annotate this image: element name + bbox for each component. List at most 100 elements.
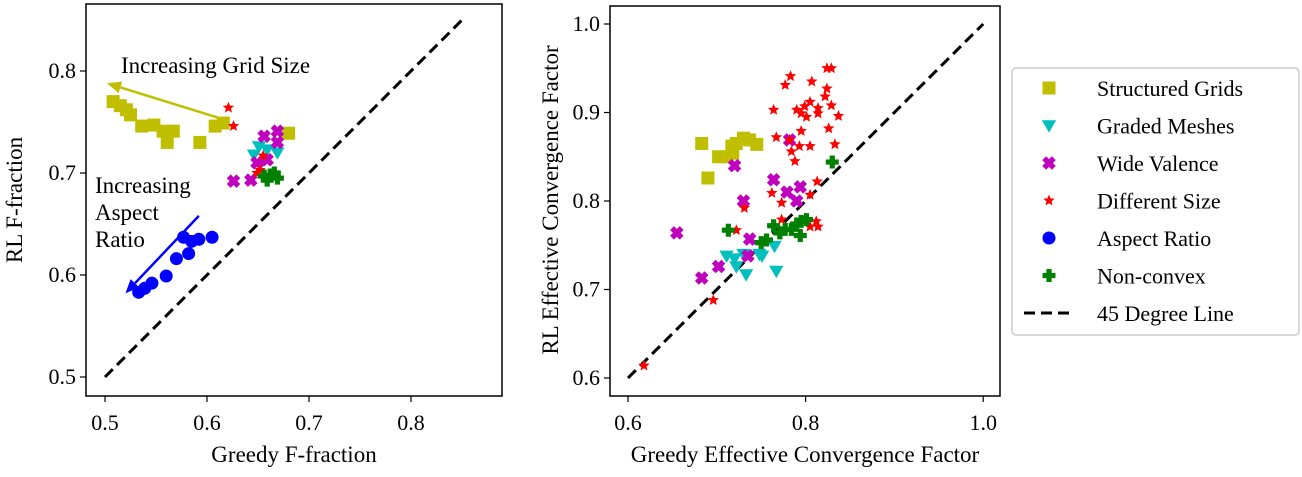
- legend-marker: [1042, 81, 1056, 95]
- data-point: [670, 226, 684, 240]
- data-point: [741, 249, 755, 263]
- y-tick-label: 0.8: [49, 58, 77, 83]
- data-point: [135, 119, 149, 133]
- data-point: [804, 188, 816, 200]
- y-tick-label: 1.0: [573, 11, 601, 36]
- data-point: [760, 233, 774, 247]
- data-point: [793, 140, 806, 151]
- legend-item-wide-valence: Wide Valence: [1042, 151, 1218, 176]
- annotation-arrow-head: [107, 81, 123, 94]
- x-tick-label: 1.0: [969, 410, 997, 435]
- data-point: [821, 82, 833, 94]
- data-point: [784, 222, 798, 236]
- data-point: [182, 247, 196, 261]
- legend-marker: [1042, 231, 1056, 245]
- series-different-size: [638, 62, 845, 371]
- x-axis-label: Greedy F-fraction: [211, 442, 377, 467]
- y-tick-label: 0.8: [573, 188, 601, 213]
- series-non-convex: [257, 166, 284, 187]
- legend-label: Non-convex: [1097, 264, 1206, 289]
- legend-marker: [1042, 156, 1056, 170]
- y-tick-label: 0.7: [49, 160, 77, 185]
- data-point: [257, 129, 271, 144]
- y-tick-label: 0.6: [573, 365, 601, 390]
- data-point: [738, 269, 754, 282]
- data-point: [766, 173, 781, 187]
- series-non-convex: [721, 155, 839, 250]
- data-point: [694, 271, 709, 285]
- data-point: [799, 100, 811, 112]
- x-tick-label: 0.7: [295, 410, 323, 435]
- axes-frame: [85, 3, 503, 397]
- data-point: [754, 250, 770, 264]
- legend-marker: [1041, 120, 1057, 133]
- data-point: [767, 103, 780, 115]
- data-point: [227, 120, 240, 131]
- data-point: [205, 230, 219, 244]
- data-point: [263, 168, 277, 182]
- data-point: [270, 135, 285, 150]
- data-point: [226, 174, 241, 188]
- data-point: [819, 90, 831, 102]
- data-point: [832, 110, 845, 121]
- data-point: [160, 135, 174, 149]
- legend-label: Structured Grids: [1097, 76, 1243, 101]
- data-point: [159, 269, 173, 283]
- data-point: [169, 252, 183, 266]
- x-axis-label: Greedy Effective Convergence Factor: [631, 442, 980, 467]
- annotation-aspect-ratio: Increasing: [95, 173, 191, 198]
- data-point: [811, 175, 823, 187]
- annotation-aspect-ratio: Ratio: [95, 227, 145, 252]
- data-point: [742, 232, 757, 246]
- data-point: [754, 236, 768, 250]
- annotation-aspect-ratio: Aspect: [95, 200, 159, 225]
- data-point: [145, 276, 159, 290]
- data-point: [736, 194, 751, 208]
- reference-line-45-degree: [626, 22, 985, 380]
- data-point: [727, 253, 742, 266]
- data-point: [727, 158, 742, 173]
- x-tick-label: 0.8: [792, 410, 820, 435]
- legend-item-non-convex: Non-convex: [1042, 264, 1206, 289]
- y-tick-label: 0.9: [573, 100, 601, 125]
- data-point: [770, 131, 783, 143]
- y-axis-label: RL F-fraction: [2, 136, 27, 263]
- data-point: [707, 294, 719, 305]
- legend-item-graded-meshes: Graded Meshes: [1041, 114, 1234, 139]
- data-point: [806, 75, 818, 87]
- y-tick-label: 0.7: [573, 277, 601, 302]
- data-point: [729, 261, 744, 274]
- x-tick-label: 0.6: [614, 410, 642, 435]
- data-point: [785, 145, 798, 157]
- data-point: [829, 138, 841, 150]
- series-structured-grids: [106, 95, 296, 149]
- data-point: [738, 202, 751, 213]
- data-point: [775, 196, 788, 208]
- data-point: [282, 126, 296, 140]
- annotation-arrow-shaft: [134, 214, 200, 285]
- data-point: [767, 240, 782, 254]
- data-point: [804, 140, 816, 151]
- data-point: [222, 101, 235, 113]
- data-point: [780, 185, 794, 199]
- left-scatter-plot: 0.5 0.6 0.7 0.8 0.5 0.6 0.7 0.8 Greedy F-fractio…: [2, 3, 503, 467]
- data-point: [812, 220, 824, 232]
- annotation-arrow-shaft: [120, 86, 226, 122]
- legend-label: Different Size: [1097, 189, 1221, 214]
- data-point: [124, 108, 137, 122]
- data-point: [270, 171, 284, 185]
- data-point: [270, 124, 285, 138]
- legend-label: 45 Degree Line: [1097, 301, 1234, 326]
- legend-item-aspect-ratio: Aspect Ratio: [1042, 226, 1211, 251]
- data-point: [789, 155, 801, 167]
- data-point: [192, 232, 206, 246]
- legend-label: Aspect Ratio: [1097, 226, 1211, 251]
- data-point: [750, 137, 764, 151]
- x-tick-label: 0.8: [397, 410, 425, 435]
- data-point: [270, 147, 285, 160]
- data-point: [193, 135, 207, 149]
- data-point: [166, 124, 180, 138]
- legend-item-45-degree-line: 45 Degree Line: [1024, 301, 1234, 326]
- legend-label: Wide Valence: [1097, 151, 1218, 176]
